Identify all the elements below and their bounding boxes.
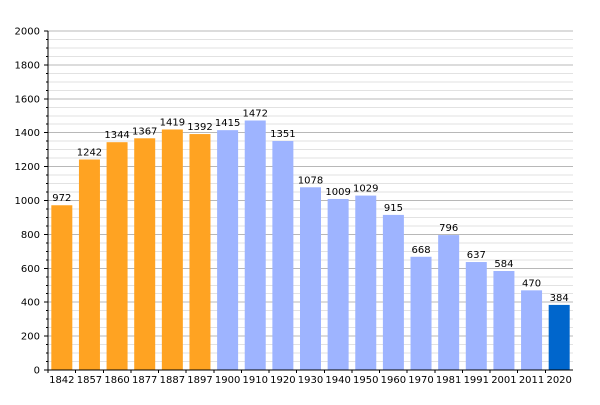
x-tick-label: 1897 bbox=[187, 375, 212, 386]
bar-1887 bbox=[161, 129, 183, 370]
data-label: 1078 bbox=[298, 175, 323, 186]
data-label: 1242 bbox=[77, 147, 102, 158]
bar-1960 bbox=[382, 214, 404, 370]
x-tick-label: 2001 bbox=[491, 375, 516, 386]
bar-1930 bbox=[300, 187, 321, 370]
y-tick-label: 1200 bbox=[15, 162, 40, 173]
data-label: 637 bbox=[467, 250, 486, 261]
data-label: 668 bbox=[411, 245, 430, 256]
x-tick-label: 1842 bbox=[49, 375, 74, 386]
bar-2001 bbox=[493, 271, 515, 370]
y-tick-label: 1000 bbox=[15, 196, 40, 207]
bars bbox=[51, 120, 570, 370]
bar-2011 bbox=[521, 290, 543, 370]
y-tick-label: 800 bbox=[21, 230, 40, 241]
data-label: 584 bbox=[494, 259, 513, 270]
data-label: 915 bbox=[384, 203, 403, 214]
x-tick-label: 1877 bbox=[132, 375, 157, 386]
y-tick-label: 1400 bbox=[15, 128, 40, 139]
data-label: 972 bbox=[52, 193, 71, 204]
bar-1970 bbox=[410, 256, 432, 370]
x-tick-label: 1910 bbox=[243, 375, 268, 386]
x-tick-label: 2011 bbox=[519, 375, 544, 386]
bar-1920 bbox=[272, 141, 294, 370]
bar-2020 bbox=[548, 304, 570, 370]
bar-1860 bbox=[106, 142, 128, 370]
x-tick-label: 1950 bbox=[353, 375, 378, 386]
x-tick-label: 2020 bbox=[546, 375, 571, 386]
bar-1877 bbox=[134, 138, 156, 370]
labels: 0 200 400 600 800 1000 1200 1400 1600 1800 2000 972… bbox=[15, 27, 572, 387]
y-tick-label: 400 bbox=[21, 298, 40, 309]
x-tick-label: 1860 bbox=[104, 375, 129, 386]
bar-1981 bbox=[438, 235, 460, 370]
data-label: 1344 bbox=[104, 130, 129, 141]
data-label: 1392 bbox=[187, 122, 212, 133]
x-tick-label: 1900 bbox=[215, 375, 240, 386]
x-tick-label: 1981 bbox=[436, 375, 461, 386]
data-label: 1415 bbox=[215, 118, 240, 129]
x-tick-label: 1887 bbox=[160, 375, 185, 386]
data-label: 796 bbox=[439, 223, 458, 234]
y-tick-label: 1800 bbox=[15, 60, 40, 71]
x-tick-label: 1857 bbox=[77, 375, 102, 386]
bar-1897 bbox=[189, 134, 211, 370]
x-tick-label: 1970 bbox=[408, 375, 433, 386]
y-tick-label: 200 bbox=[21, 332, 40, 343]
bar-1900 bbox=[217, 130, 239, 370]
bar-1950 bbox=[355, 195, 377, 370]
x-tick-label: 1960 bbox=[381, 375, 406, 386]
data-label: 1351 bbox=[270, 129, 295, 140]
bar-1910 bbox=[244, 120, 266, 370]
axes bbox=[44, 30, 573, 373]
x-tick-label: 1920 bbox=[270, 375, 295, 386]
data-label: 470 bbox=[522, 278, 541, 289]
y-tick-label: 1600 bbox=[15, 94, 40, 105]
data-label: 1419 bbox=[160, 117, 185, 128]
bar-1940 bbox=[327, 198, 349, 370]
bar-1991 bbox=[465, 262, 487, 370]
y-tick-label: 600 bbox=[21, 264, 40, 275]
bar-1842 bbox=[51, 205, 73, 370]
data-label: 1029 bbox=[353, 184, 378, 195]
y-tick-label: 2000 bbox=[15, 27, 40, 38]
x-tick-label: 1930 bbox=[298, 375, 323, 386]
bar-1857 bbox=[78, 159, 100, 370]
data-label: 384 bbox=[550, 293, 569, 304]
data-label: 1367 bbox=[132, 126, 157, 137]
data-label: 1472 bbox=[243, 108, 268, 119]
x-tick-label: 1940 bbox=[325, 375, 350, 386]
x-tick-label: 1991 bbox=[464, 375, 489, 386]
y-tick-label: 0 bbox=[34, 366, 40, 377]
data-label: 1009 bbox=[325, 187, 350, 198]
